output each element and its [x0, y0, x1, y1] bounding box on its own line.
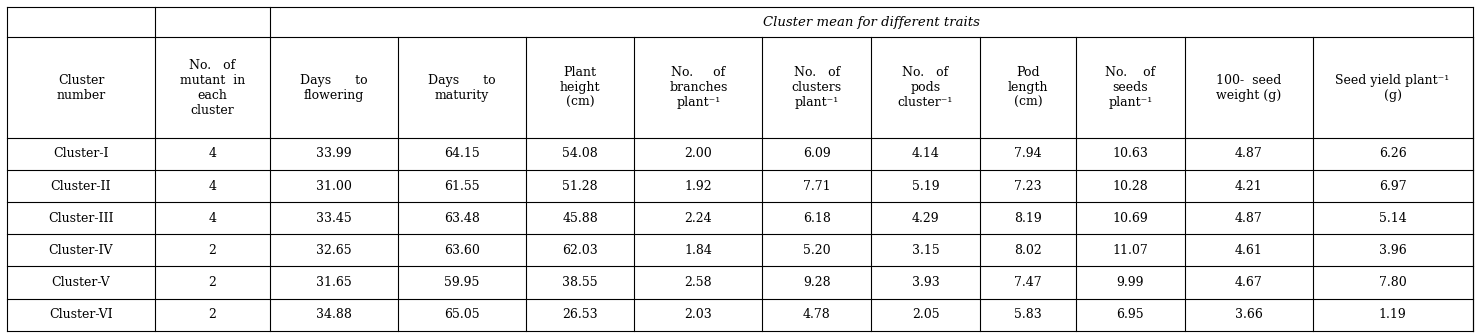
Text: No.   of
pods
cluster⁻¹: No. of pods cluster⁻¹: [898, 66, 953, 109]
Text: No.     of
branches
plant⁻¹: No. of branches plant⁻¹: [669, 66, 728, 109]
Text: 7.47: 7.47: [1014, 276, 1042, 289]
Text: 6.97: 6.97: [1379, 180, 1406, 193]
Text: 6.95: 6.95: [1116, 308, 1144, 321]
Text: 2.05: 2.05: [912, 308, 940, 321]
Text: 33.45: 33.45: [315, 212, 352, 225]
Text: No.    of
seeds
plant⁻¹: No. of seeds plant⁻¹: [1106, 66, 1156, 109]
Text: Cluster-IV: Cluster-IV: [49, 244, 114, 257]
Text: 5.14: 5.14: [1379, 212, 1406, 225]
Text: Cluster-V: Cluster-V: [52, 276, 111, 289]
Text: 9.28: 9.28: [804, 276, 830, 289]
Text: 33.99: 33.99: [315, 147, 352, 160]
Text: Pod
length
(cm): Pod length (cm): [1008, 66, 1048, 109]
Text: 5.83: 5.83: [1014, 308, 1042, 321]
Text: 31.00: 31.00: [315, 180, 352, 193]
Text: 65.05: 65.05: [444, 308, 480, 321]
Text: Cluster
number: Cluster number: [56, 74, 105, 102]
Text: 61.55: 61.55: [444, 180, 480, 193]
Text: 7.23: 7.23: [1014, 180, 1042, 193]
Text: Days      to
flowering: Days to flowering: [300, 74, 367, 102]
Text: 9.99: 9.99: [1116, 276, 1144, 289]
Text: 64.15: 64.15: [444, 147, 480, 160]
Text: No.   of
clusters
plant⁻¹: No. of clusters plant⁻¹: [792, 66, 842, 109]
Text: 8.19: 8.19: [1014, 212, 1042, 225]
Text: 3.15: 3.15: [912, 244, 940, 257]
Text: 38.55: 38.55: [562, 276, 598, 289]
Text: 6.18: 6.18: [802, 212, 830, 225]
Text: 5.19: 5.19: [912, 180, 940, 193]
Text: 11.07: 11.07: [1113, 244, 1148, 257]
Text: 51.28: 51.28: [562, 180, 598, 193]
Text: 4.78: 4.78: [804, 308, 830, 321]
Text: 7.71: 7.71: [804, 180, 830, 193]
Text: 31.65: 31.65: [315, 276, 352, 289]
Text: 3.96: 3.96: [1379, 244, 1406, 257]
Text: 100-  seed
weight (g): 100- seed weight (g): [1217, 74, 1282, 102]
Text: 63.60: 63.60: [444, 244, 480, 257]
Text: 2: 2: [209, 244, 216, 257]
Text: Cluster mean for different traits: Cluster mean for different traits: [762, 16, 980, 29]
Text: 5.20: 5.20: [804, 244, 830, 257]
Text: 4.14: 4.14: [912, 147, 940, 160]
Text: 2: 2: [209, 308, 216, 321]
Text: 1.84: 1.84: [684, 244, 712, 257]
Text: 62.03: 62.03: [562, 244, 598, 257]
Text: 2.00: 2.00: [685, 147, 712, 160]
Text: 59.95: 59.95: [444, 276, 480, 289]
Text: 4: 4: [209, 147, 216, 160]
Text: 10.28: 10.28: [1113, 180, 1148, 193]
Text: 2.03: 2.03: [685, 308, 712, 321]
Text: 6.09: 6.09: [804, 147, 830, 160]
Text: 32.65: 32.65: [315, 244, 352, 257]
Text: 4: 4: [209, 212, 216, 225]
Text: 8.02: 8.02: [1014, 244, 1042, 257]
Text: Cluster-III: Cluster-III: [49, 212, 114, 225]
Text: 6.26: 6.26: [1379, 147, 1406, 160]
Text: Seed yield plant⁻¹
(g): Seed yield plant⁻¹ (g): [1335, 74, 1450, 102]
Text: 4.67: 4.67: [1234, 276, 1262, 289]
Text: Cluster-II: Cluster-II: [50, 180, 111, 193]
Text: Cluster-VI: Cluster-VI: [49, 308, 112, 321]
Text: 1.92: 1.92: [685, 180, 712, 193]
Text: 3.93: 3.93: [912, 276, 940, 289]
Text: Cluster-I: Cluster-I: [53, 147, 108, 160]
Text: 4: 4: [209, 180, 216, 193]
Text: 26.53: 26.53: [562, 308, 598, 321]
Text: 7.94: 7.94: [1014, 147, 1042, 160]
Text: 10.63: 10.63: [1113, 147, 1148, 160]
Text: 4.21: 4.21: [1234, 180, 1262, 193]
Text: 4.87: 4.87: [1234, 212, 1262, 225]
Text: 2.24: 2.24: [685, 212, 712, 225]
Text: Days      to
maturity: Days to maturity: [428, 74, 496, 102]
Text: No.   of
mutant  in
each
cluster: No. of mutant in each cluster: [179, 59, 244, 117]
Text: 4.29: 4.29: [912, 212, 940, 225]
Text: 3.66: 3.66: [1234, 308, 1262, 321]
Text: 2.58: 2.58: [685, 276, 712, 289]
Text: 45.88: 45.88: [562, 212, 598, 225]
Text: 1.19: 1.19: [1379, 308, 1406, 321]
Text: 34.88: 34.88: [315, 308, 352, 321]
Text: 63.48: 63.48: [444, 212, 480, 225]
Text: 7.80: 7.80: [1379, 276, 1406, 289]
Text: 2: 2: [209, 276, 216, 289]
Text: 54.08: 54.08: [562, 147, 598, 160]
Text: Plant
height
(cm): Plant height (cm): [559, 66, 601, 109]
Text: 4.87: 4.87: [1234, 147, 1262, 160]
Text: 10.69: 10.69: [1113, 212, 1148, 225]
Text: 4.61: 4.61: [1234, 244, 1262, 257]
